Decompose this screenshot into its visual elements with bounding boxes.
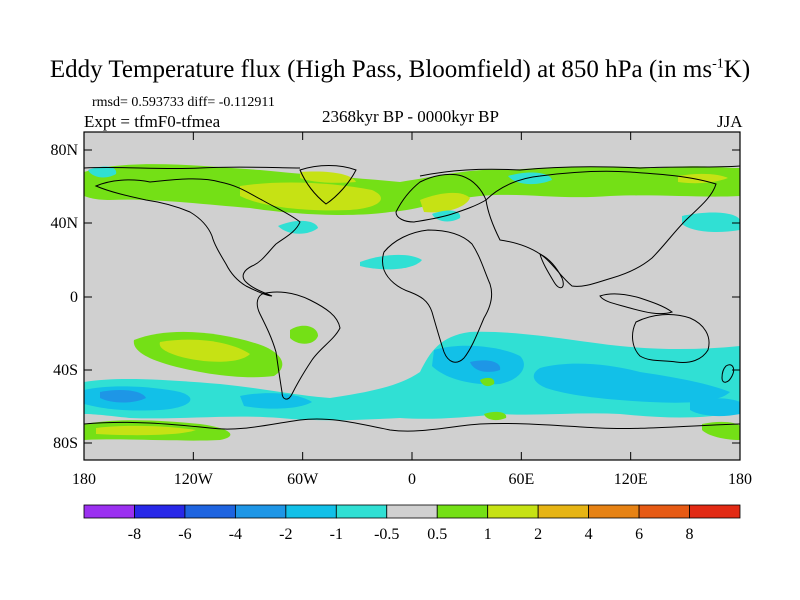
field-north-cyan-1: [88, 166, 117, 178]
lon-label: 0: [408, 471, 416, 488]
lon-label: 180: [728, 471, 752, 488]
colorbar-swatch: [436, 504, 489, 519]
field-north-cyan-4: [360, 254, 422, 270]
colorbar-swatch: [335, 504, 388, 519]
coastlines: [84, 165, 740, 432]
period-label: 2368kyr BP - 0000kyr BP: [322, 107, 499, 126]
colorbar-swatch: [184, 504, 236, 519]
colorbar-label: -8: [128, 526, 141, 543]
colorbar-label: 4: [585, 526, 593, 543]
field-antarctic-green-2: [702, 421, 740, 440]
colorbar-label: -4: [229, 526, 242, 543]
coast-south-america: [256, 291, 341, 400]
field-north-yellow-3: [300, 171, 356, 183]
field-south-yellow-1: [159, 339, 250, 362]
colorbar-swatch: [487, 504, 539, 519]
colorbar-label: 6: [635, 526, 643, 543]
colorbar-swatch: [234, 504, 287, 519]
lon-axis: 180 120W 60W 0 60E 120E 180: [72, 132, 752, 488]
stats-text: rmsd= 0.593733 diff= -0.112911: [92, 95, 275, 110]
colorbar: [83, 504, 741, 519]
field-north-yellow-1: [240, 182, 381, 211]
field-north-cyan-3: [278, 220, 318, 234]
colorbar-labels: -8 -6 -4 -2 -1 -0.5 0.5 1 2 4 6 8: [128, 526, 694, 543]
colorbar-swatch: [689, 504, 741, 519]
field-antarctic-green-4: [484, 411, 507, 421]
colorbar-swatch: [134, 504, 186, 519]
colorbar-label: 8: [686, 526, 694, 543]
field-north-cyan-2: [682, 212, 740, 232]
colorbar-swatch: [386, 504, 438, 519]
colorbar-label: -2: [279, 526, 292, 543]
colorbar-label: -1: [330, 526, 343, 543]
field-south-green-2: [290, 325, 318, 344]
chart-title: Eddy Temperature flux (High Pass, Bloomf…: [49, 56, 751, 83]
colorbar-swatch: [588, 504, 640, 519]
coast-africa: [382, 229, 493, 363]
field-antarctic-yellow: [96, 425, 196, 436]
colorbar-label: 2: [534, 526, 542, 543]
coast-asia: [485, 170, 717, 287]
field-south-darkblue-1: [100, 390, 146, 403]
lon-label: 180: [72, 471, 96, 488]
experiment-label: Expt = tfmF0-tfmea: [84, 112, 221, 131]
field-south-blue-3: [533, 363, 730, 403]
colorbar-label: -6: [178, 526, 191, 543]
lon-label: 120E: [614, 471, 648, 488]
field-south-blue-5: [690, 398, 740, 417]
lat-label: 40N: [50, 215, 78, 232]
coast-australia: [632, 314, 710, 363]
lat-label: 80N: [50, 142, 78, 159]
colorbar-swatch: [285, 504, 337, 519]
field-north-yellow-2: [420, 192, 470, 213]
colorbar-swatch: [638, 504, 690, 519]
field-antarctic-green-3: [480, 377, 495, 387]
field-south-darkblue-2: [470, 360, 501, 372]
colorbar-label: 1: [484, 526, 492, 543]
lat-label: 0: [70, 289, 78, 306]
coast-indonesia: [599, 293, 674, 315]
field-south-blue-4: [240, 393, 312, 409]
lon-label: 60W: [287, 471, 319, 488]
coast-new-zealand: [721, 364, 735, 383]
coast-north-america: [94, 178, 301, 297]
colorbar-swatch: [537, 504, 590, 519]
coast-antarctica: [84, 418, 740, 432]
colorbar-swatch: [83, 504, 135, 519]
coast-greenland: [299, 165, 357, 205]
coast-arctic: [84, 165, 740, 177]
lon-label: 60E: [508, 471, 534, 488]
season-label: JJA: [717, 112, 743, 131]
field-north-yellow-4: [678, 173, 728, 184]
lat-axis: 80N 40N 0 40S 80S: [50, 142, 740, 452]
lon-label: 120W: [174, 471, 214, 488]
lat-label: 80S: [53, 435, 78, 452]
coast-india: [539, 253, 564, 289]
lat-label: 40S: [53, 362, 78, 379]
colorbar-label: 0.5: [427, 526, 447, 543]
colorbar-label: -0.5: [374, 526, 399, 543]
